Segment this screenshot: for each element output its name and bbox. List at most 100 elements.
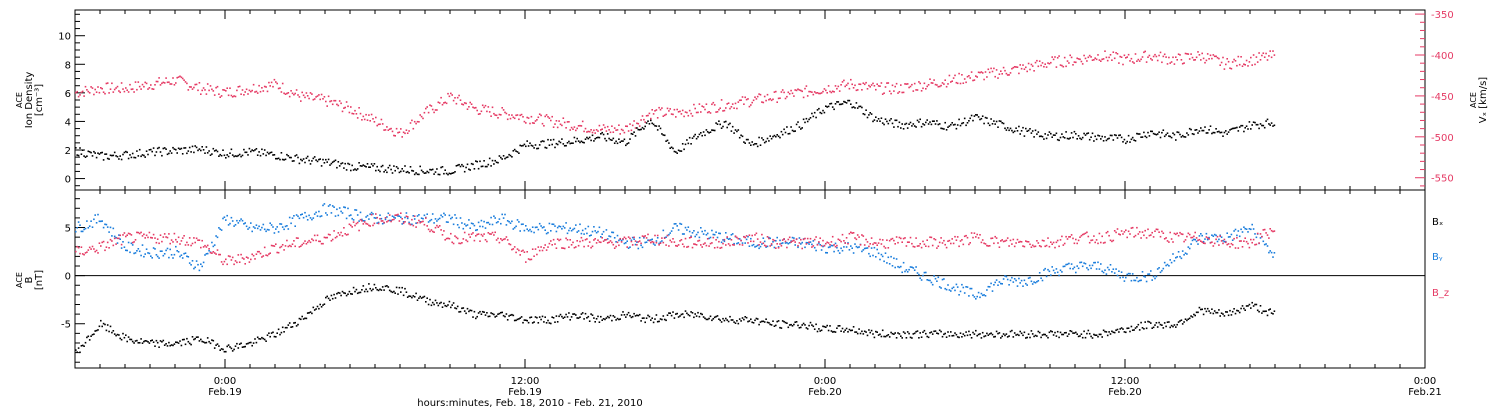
density-point (1265, 120, 1267, 122)
density-point (1022, 126, 1024, 129)
bz-point (376, 216, 378, 219)
bz-point (1227, 243, 1230, 245)
vx-point (427, 111, 430, 114)
vx-point (1098, 59, 1101, 61)
bx-point (518, 318, 520, 320)
density-point (1133, 139, 1135, 141)
vx-point (984, 71, 987, 73)
bx-point (1037, 330, 1040, 333)
density-point (218, 155, 220, 157)
vx-point (816, 92, 819, 94)
density-point (348, 163, 351, 166)
bx-point (1108, 331, 1110, 333)
density-point (1016, 130, 1019, 132)
bz-point (934, 238, 937, 241)
by-point (1200, 233, 1202, 235)
bz-point (343, 227, 345, 229)
density-point (526, 140, 528, 142)
bx-point (472, 316, 474, 318)
by-point (591, 230, 594, 233)
bz-point (631, 244, 634, 246)
density-point (425, 172, 427, 174)
by-point (552, 223, 555, 226)
vx-point (648, 112, 651, 115)
density-point (136, 150, 138, 152)
by-point (1113, 272, 1116, 274)
vx-point (373, 121, 376, 123)
vx-point (209, 85, 212, 87)
density-point (722, 125, 724, 128)
density-point (962, 122, 965, 124)
bz-point (783, 238, 785, 240)
bz-point (859, 244, 862, 246)
bz-point (518, 249, 520, 252)
bz-point (533, 255, 535, 257)
by-point (162, 254, 165, 257)
vx-point (443, 102, 445, 104)
vx-point (455, 102, 458, 105)
density-point (594, 138, 596, 140)
bz-point (702, 243, 705, 245)
by-point (161, 250, 163, 252)
density-point (640, 128, 642, 131)
density-point (888, 119, 891, 122)
vx-point (863, 83, 866, 86)
bx-point (1170, 324, 1173, 327)
bx-point (508, 315, 510, 317)
density-point (88, 151, 91, 153)
bx-point (408, 295, 410, 297)
by-point (1037, 280, 1040, 282)
bz-point (1201, 241, 1203, 243)
bz-point (1019, 240, 1021, 243)
vx-point (1062, 65, 1065, 68)
bx-point (1087, 329, 1090, 332)
by-point (222, 217, 224, 220)
by-point (1173, 260, 1176, 262)
vx-point (1152, 55, 1155, 58)
bx-point (1094, 334, 1096, 336)
vx-point (1204, 61, 1206, 64)
bx-point (1083, 330, 1085, 333)
bx-point (613, 316, 616, 318)
bz-point (947, 240, 949, 242)
bx-point (137, 342, 140, 344)
vx-point (519, 114, 521, 117)
by-point (583, 233, 585, 235)
vx-point (1265, 52, 1267, 55)
density-point (1100, 138, 1102, 140)
bx-point (1258, 310, 1260, 313)
by-point (1129, 272, 1131, 275)
bz-point (84, 252, 87, 254)
by-point (302, 216, 305, 219)
by-point (372, 213, 374, 215)
density-point (1238, 126, 1241, 128)
density-point (1251, 124, 1253, 126)
bz-point (548, 242, 551, 245)
density-point (1209, 125, 1212, 127)
bz-point (1256, 232, 1259, 235)
by-point (1254, 233, 1256, 235)
density-point (1080, 138, 1083, 141)
vx-point (716, 111, 719, 113)
vx-point (197, 89, 199, 92)
by-point (588, 235, 591, 237)
density-point (205, 146, 208, 148)
vx-point (438, 102, 441, 104)
bz-point (569, 239, 571, 241)
density-point (931, 120, 934, 122)
bx-point (581, 312, 584, 314)
bz-point (1166, 240, 1169, 242)
bz-point (1045, 244, 1048, 247)
vx-point (683, 115, 685, 118)
bz-point (379, 218, 381, 220)
bz-point (76, 245, 78, 248)
by-point (811, 243, 813, 246)
vx-point (1075, 61, 1077, 64)
density-point (930, 123, 933, 126)
vx-point (1165, 56, 1167, 58)
by-point (1175, 256, 1177, 259)
by-point (915, 266, 917, 268)
bz-point (840, 240, 842, 243)
vx-point (340, 102, 342, 105)
bx-point (704, 317, 706, 320)
